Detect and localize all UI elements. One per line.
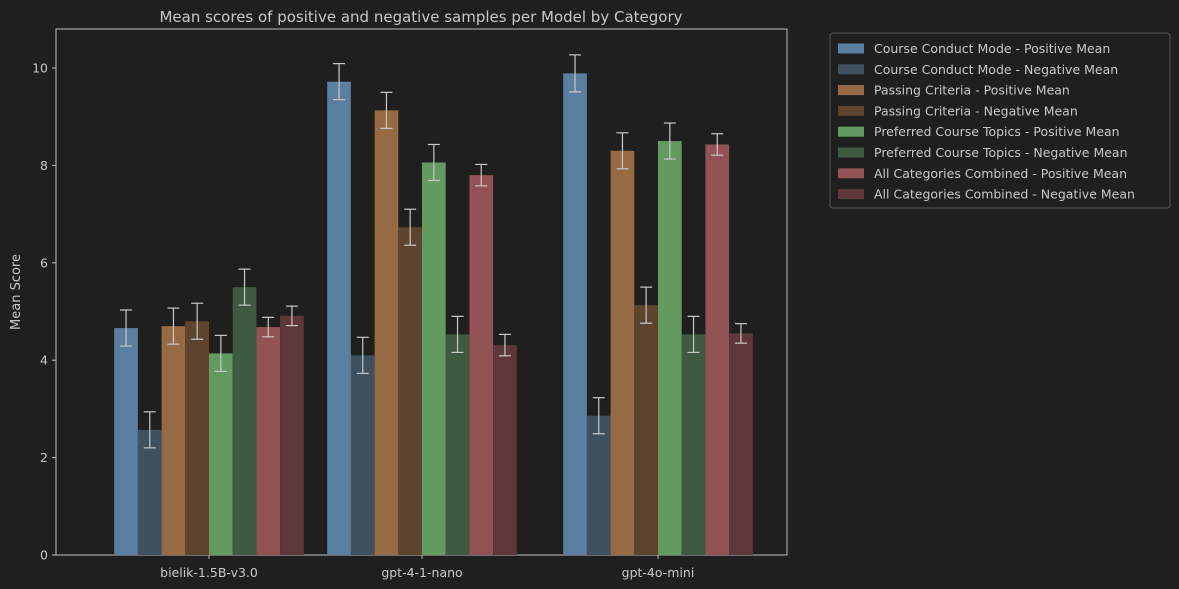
error-bar bbox=[569, 54, 582, 93]
bar bbox=[586, 415, 611, 555]
error-bar bbox=[214, 334, 227, 373]
error-bar bbox=[427, 143, 440, 182]
bar bbox=[445, 334, 470, 555]
bar bbox=[350, 355, 375, 555]
x-axis: bielik-1.5B-v3.0 gpt-4-1-nano gpt-4o-mini bbox=[160, 555, 694, 580]
bar bbox=[729, 333, 753, 555]
legend-swatch bbox=[838, 168, 864, 179]
y-tick-label: 4 bbox=[40, 353, 48, 368]
chart-title: Mean scores of positive and negative sam… bbox=[159, 8, 682, 26]
legend-swatch bbox=[838, 189, 864, 200]
error-bar bbox=[167, 307, 180, 345]
y-tick-label: 6 bbox=[40, 255, 48, 270]
legend-label: Course Conduct Mode - Positive Mean bbox=[874, 41, 1110, 56]
x-tick-label: gpt-4o-mini bbox=[622, 565, 695, 580]
bar bbox=[232, 287, 257, 555]
y-axis: 0 2 4 6 8 10 bbox=[32, 61, 56, 563]
error-bar bbox=[663, 122, 676, 160]
y-tick-label: 0 bbox=[40, 548, 48, 563]
bar bbox=[114, 328, 138, 555]
bar bbox=[493, 345, 517, 555]
bar bbox=[398, 227, 422, 555]
legend-label: Course Conduct Mode - Negative Mean bbox=[874, 62, 1118, 77]
bar bbox=[209, 353, 233, 555]
bar bbox=[137, 429, 162, 555]
error-bar bbox=[191, 302, 204, 340]
error-bar bbox=[711, 133, 724, 156]
legend-label: Preferred Course Topics - Negative Mean bbox=[874, 145, 1128, 160]
bar bbox=[658, 141, 682, 556]
bars-group bbox=[114, 73, 753, 556]
error-bar bbox=[451, 315, 464, 354]
bar bbox=[161, 326, 186, 555]
legend-label: Preferred Course Topics - Positive Mean bbox=[874, 124, 1120, 139]
legend-label: Passing Criteria - Positive Mean bbox=[874, 83, 1070, 98]
error-bar bbox=[262, 316, 275, 338]
y-tick-label: 10 bbox=[32, 61, 48, 76]
y-tick-label: 8 bbox=[40, 158, 48, 173]
legend-label: All Categories Combined - Negative Mean bbox=[874, 187, 1135, 202]
legend-swatch bbox=[838, 126, 864, 137]
bar bbox=[610, 150, 635, 556]
bar bbox=[634, 305, 658, 555]
error-bar bbox=[498, 333, 511, 357]
error-bar bbox=[356, 336, 369, 374]
error-bar bbox=[120, 309, 133, 347]
error-bar bbox=[380, 91, 393, 129]
bar bbox=[705, 144, 730, 555]
y-axis-label: Mean Score bbox=[9, 254, 24, 330]
legend-box bbox=[829, 32, 1171, 209]
error-bar bbox=[238, 268, 251, 306]
bar bbox=[422, 162, 446, 556]
error-bar bbox=[333, 63, 346, 101]
y-tick-label: 2 bbox=[40, 450, 48, 465]
bar bbox=[185, 321, 209, 555]
legend-label: Passing Criteria - Negative Mean bbox=[874, 103, 1078, 118]
error-bar bbox=[592, 397, 605, 435]
error-bar bbox=[616, 132, 629, 170]
legend-swatch bbox=[838, 43, 864, 54]
error-bar bbox=[640, 286, 653, 324]
x-tick-label: bielik-1.5B-v3.0 bbox=[160, 565, 258, 580]
legend-swatch bbox=[838, 85, 864, 96]
error-bar bbox=[143, 411, 156, 449]
bar bbox=[469, 175, 494, 555]
bar bbox=[681, 334, 706, 555]
bar bbox=[256, 327, 281, 555]
error-bar bbox=[687, 315, 700, 354]
legend: Course Conduct Mode - Positive Mean Cours… bbox=[829, 32, 1171, 209]
error-bars-group bbox=[120, 54, 747, 449]
error-bar bbox=[404, 208, 417, 246]
legend-swatch bbox=[838, 105, 864, 116]
bar bbox=[563, 73, 587, 556]
bar bbox=[327, 81, 351, 555]
legend-swatch bbox=[838, 147, 864, 158]
x-tick-label: gpt-4-1-nano bbox=[381, 565, 462, 580]
error-bar bbox=[285, 305, 298, 327]
legend-swatch bbox=[838, 64, 864, 75]
legend-label: All Categories Combined - Positive Mean bbox=[874, 166, 1127, 181]
bar bbox=[374, 110, 399, 556]
error-bar bbox=[734, 323, 747, 344]
error-bar bbox=[475, 163, 488, 187]
bar bbox=[280, 315, 304, 555]
